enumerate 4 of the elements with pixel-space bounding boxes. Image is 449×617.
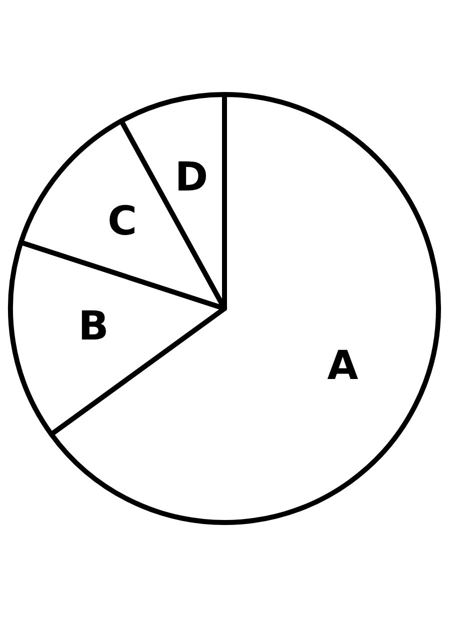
slice-label: A [327,343,358,390]
slice-label: B [78,304,109,350]
slice-label: C [108,198,137,244]
slice-label: D [174,154,208,200]
